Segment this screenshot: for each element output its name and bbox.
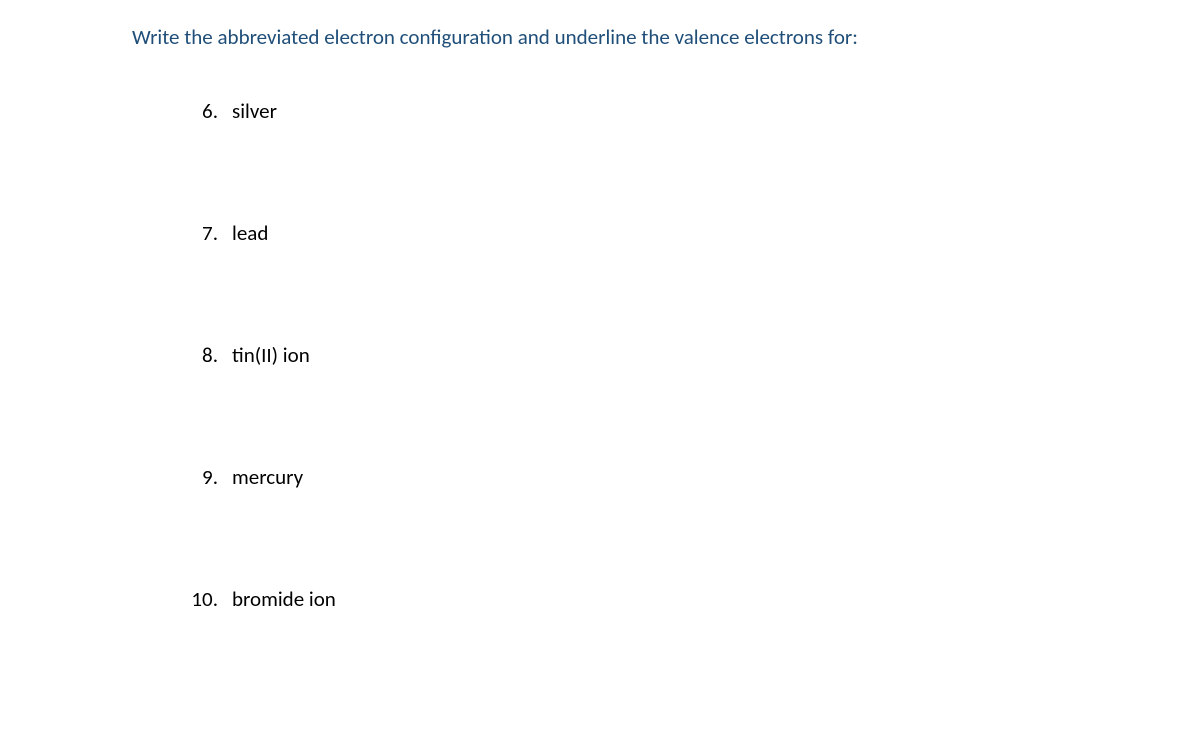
list-item: 7. lead (182, 220, 1140, 246)
item-number: 7. (182, 220, 232, 246)
item-number: 10. (182, 586, 232, 612)
item-number: 6. (182, 98, 232, 124)
list-item: 9. mercury (182, 464, 1140, 490)
question-list: 6. silver 7. lead 8. tin(II) ion 9. merc… (132, 98, 1140, 612)
list-item: 8. tin(II) ion (182, 342, 1140, 368)
item-label: silver (232, 98, 1140, 124)
list-item: 6. silver (182, 98, 1140, 124)
item-number: 8. (182, 342, 232, 368)
item-number: 9. (182, 464, 232, 490)
item-label: lead (232, 220, 1140, 246)
document-container: Write the abbreviated electron configura… (0, 0, 1200, 612)
item-label: bromide ion (232, 586, 1140, 612)
instruction-text: Write the abbreviated electron configura… (132, 24, 1140, 50)
item-label: tin(II) ion (232, 342, 1140, 368)
item-label: mercury (232, 464, 1140, 490)
list-item: 10. bromide ion (182, 586, 1140, 612)
